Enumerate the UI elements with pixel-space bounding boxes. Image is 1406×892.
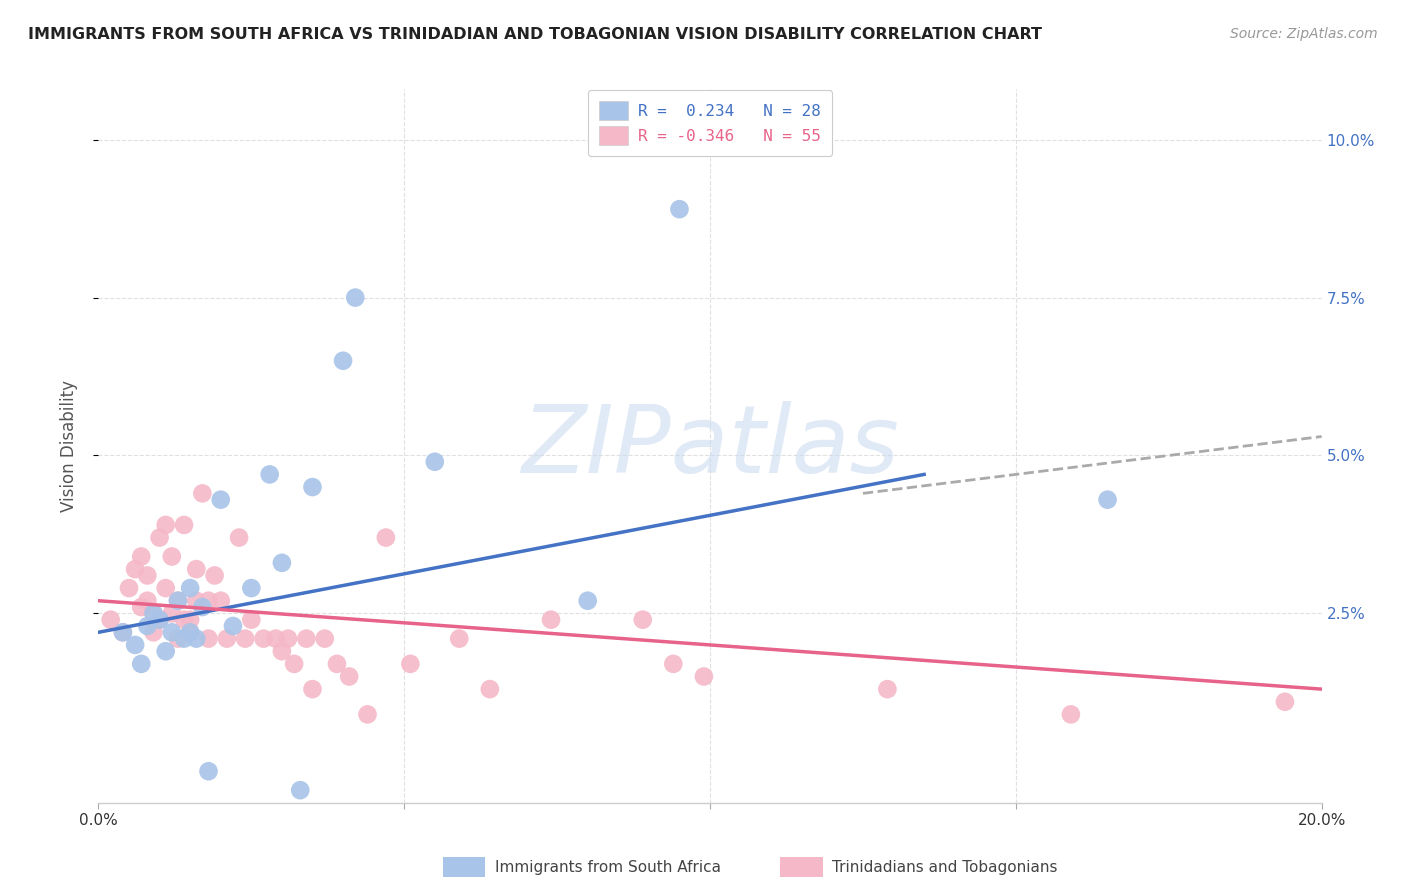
- Point: [160, 625, 183, 640]
- Point: [142, 607, 165, 621]
- Point: [136, 568, 159, 582]
- Point: [1274, 695, 1296, 709]
- Point: [290, 783, 312, 797]
- Point: [209, 593, 232, 607]
- Point: [301, 682, 323, 697]
- Point: [332, 353, 354, 368]
- Point: [173, 632, 195, 646]
- Point: [142, 607, 165, 621]
- Point: [155, 581, 177, 595]
- Point: [160, 549, 183, 564]
- Point: [186, 562, 208, 576]
- Point: [111, 625, 134, 640]
- Point: [191, 600, 214, 615]
- Point: [197, 593, 219, 607]
- Point: [136, 619, 159, 633]
- Point: [264, 632, 287, 646]
- Point: [167, 593, 190, 607]
- Point: [124, 638, 146, 652]
- Point: [337, 669, 360, 683]
- Point: [100, 613, 122, 627]
- Point: [252, 632, 274, 646]
- Point: [129, 600, 152, 615]
- Point: [142, 625, 165, 640]
- Text: Trinidadians and Tobagonians: Trinidadians and Tobagonians: [832, 860, 1057, 874]
- Point: [449, 632, 471, 646]
- Point: [662, 657, 685, 671]
- Point: [240, 613, 263, 627]
- Point: [149, 613, 172, 627]
- Point: [668, 202, 690, 217]
- Point: [259, 467, 281, 482]
- Text: Source: ZipAtlas.com: Source: ZipAtlas.com: [1230, 27, 1378, 41]
- Point: [283, 657, 305, 671]
- Point: [179, 625, 201, 640]
- Point: [423, 455, 446, 469]
- Point: [191, 486, 214, 500]
- Point: [233, 632, 256, 646]
- Point: [215, 632, 238, 646]
- Point: [167, 593, 190, 607]
- Point: [270, 556, 292, 570]
- Text: Immigrants from South Africa: Immigrants from South Africa: [495, 860, 721, 874]
- Point: [186, 593, 208, 607]
- Point: [301, 480, 323, 494]
- Point: [173, 613, 195, 627]
- Point: [270, 644, 292, 658]
- Point: [118, 581, 141, 595]
- Point: [222, 619, 245, 633]
- Point: [124, 562, 146, 576]
- Point: [1097, 492, 1119, 507]
- Legend: R =  0.234   N = 28, R = -0.346   N = 55: R = 0.234 N = 28, R = -0.346 N = 55: [588, 90, 832, 156]
- Y-axis label: Vision Disability: Vision Disability: [59, 380, 77, 512]
- Point: [179, 613, 201, 627]
- Point: [155, 517, 177, 532]
- Point: [1060, 707, 1083, 722]
- Point: [167, 632, 190, 646]
- Point: [277, 632, 299, 646]
- Point: [197, 632, 219, 646]
- Point: [693, 669, 716, 683]
- Point: [326, 657, 349, 671]
- Point: [540, 613, 562, 627]
- Point: [295, 632, 318, 646]
- Point: [111, 625, 134, 640]
- Text: ZIPatlas: ZIPatlas: [522, 401, 898, 491]
- Point: [149, 531, 172, 545]
- Point: [314, 632, 336, 646]
- Point: [356, 707, 378, 722]
- Point: [209, 492, 232, 507]
- Point: [155, 644, 177, 658]
- Point: [173, 517, 195, 532]
- Point: [478, 682, 501, 697]
- Point: [344, 291, 367, 305]
- Point: [576, 593, 599, 607]
- Point: [179, 581, 201, 595]
- Point: [374, 531, 396, 545]
- Point: [160, 607, 183, 621]
- Point: [399, 657, 422, 671]
- Point: [240, 581, 263, 595]
- Point: [204, 568, 226, 582]
- Point: [631, 613, 654, 627]
- Point: [179, 625, 201, 640]
- Point: [129, 549, 152, 564]
- Point: [136, 593, 159, 607]
- Point: [129, 657, 152, 671]
- Text: IMMIGRANTS FROM SOUTH AFRICA VS TRINIDADIAN AND TOBAGONIAN VISION DISABILITY COR: IMMIGRANTS FROM SOUTH AFRICA VS TRINIDAD…: [28, 27, 1042, 42]
- Point: [197, 764, 219, 779]
- Point: [228, 531, 250, 545]
- Point: [876, 682, 898, 697]
- Point: [186, 632, 208, 646]
- Point: [149, 613, 172, 627]
